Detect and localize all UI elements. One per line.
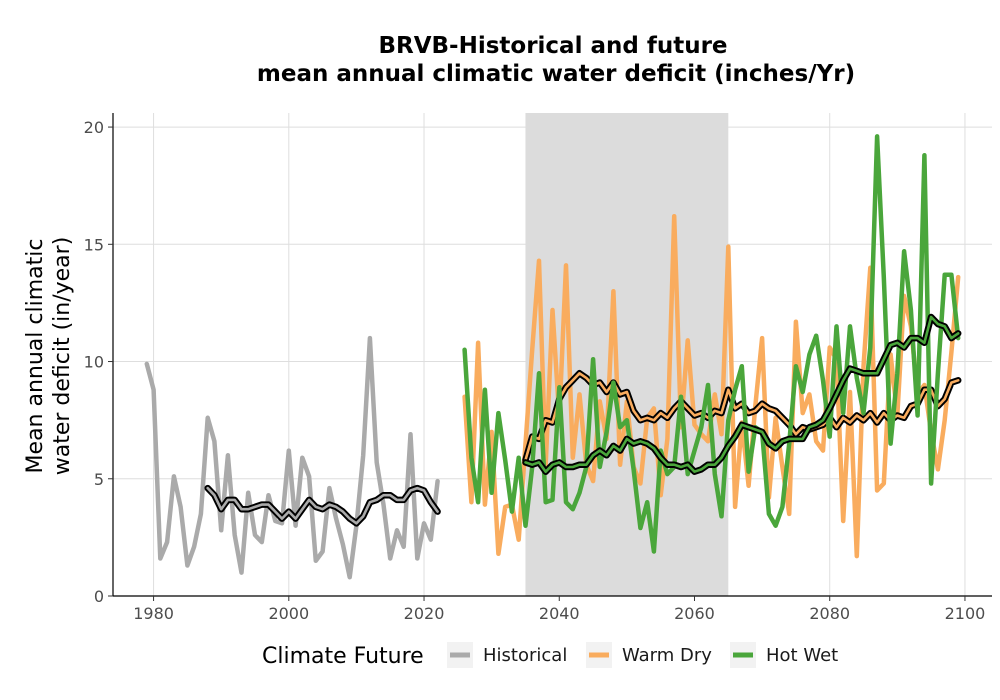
rolling-mean-core-5 — [524, 315, 960, 474]
rolling-mean-line-3 — [522, 370, 962, 464]
x-tick-label-2: 2020 — [404, 604, 445, 623]
y-tick-label-0: 0 — [94, 587, 104, 606]
rolling-mean-line-5 — [522, 313, 962, 475]
x-tick-label-0: 1980 — [133, 604, 174, 623]
rolling-mean-core-3 — [524, 371, 960, 462]
legend-title: Climate Future — [262, 644, 424, 669]
x-tick-label-6: 2100 — [945, 604, 986, 623]
y-axis-title-line-2: water deficit (in/year) — [50, 237, 75, 476]
x-tick-label-1: 2000 — [268, 604, 309, 623]
legend-label-1: Warm Dry — [622, 645, 712, 666]
chart-title-line-1: BRVB-Historical and future — [378, 33, 727, 59]
x-tick-label-5: 2080 — [809, 604, 850, 623]
rolling-mean-core-1 — [206, 486, 439, 525]
legend-label-0: Historical — [483, 645, 567, 666]
shaded-reference-period — [525, 113, 729, 596]
y-tick-label-1: 5 — [94, 470, 104, 489]
plot-area: 0 5 10 15 20 1980 2000 2020 2040 2060 2080 2100 — [84, 113, 992, 623]
x-tick-label-4: 2060 — [674, 604, 715, 623]
chart-title-line-2: mean annual climatic water deficit (inch… — [257, 61, 855, 87]
series-line-historical — [144, 335, 440, 580]
y-tick-label-3: 15 — [84, 235, 104, 254]
y-axis-title-line-1: Mean annual climatic — [23, 239, 48, 474]
y-tick-label-2: 10 — [84, 353, 104, 372]
legend-label-2: Hot Wet — [766, 645, 838, 666]
x-tick-label-3: 2040 — [539, 604, 580, 623]
y-tick-label-4: 20 — [84, 118, 104, 137]
rolling-mean-line-1 — [204, 484, 441, 527]
rolling-mean-outline-1 — [204, 484, 441, 527]
legend: Historical Warm Dry Hot Wet — [447, 642, 838, 668]
series-line-hot-wet — [462, 134, 961, 554]
